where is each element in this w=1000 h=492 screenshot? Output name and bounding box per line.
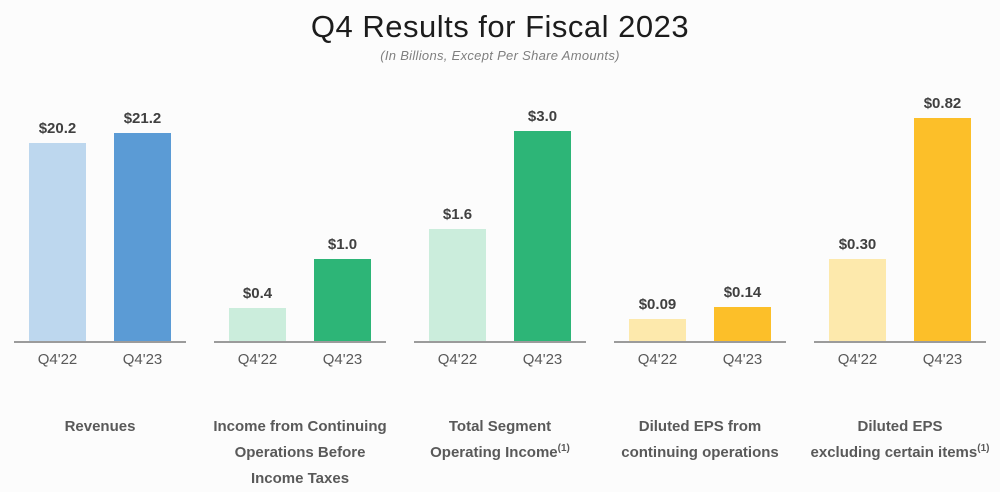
bar: [429, 229, 486, 341]
chart-income-from-continuing-operations-before-income-taxes: $0.4 $1.0 Q4'22 Q4'23 Income from Continuing…: [200, 96, 400, 492]
axis-tick-label: Q4'22: [637, 351, 678, 368]
bar-value-label: $21.2: [123, 110, 162, 127]
chart-title-line: Income from Continuing: [213, 418, 387, 435]
chart-title-line: Total Segment: [448, 418, 552, 435]
chart-title-line: Operating Income(1): [430, 443, 570, 462]
axis-ticks: Q4'22 Q4'23: [0, 343, 200, 368]
bar-group-q422: $20.2: [29, 120, 86, 341]
axis-tick-label: Q4'23: [522, 351, 563, 368]
chart-title: Diluted EPS excluding certain items(1): [800, 414, 1000, 466]
plot-area: $20.2 $21.2: [0, 96, 200, 341]
chart-diluted-eps-from-continuing-operations: $0.09 $0.14 Q4'22 Q4'23 Diluted EPS from cont…: [600, 96, 800, 492]
bar-value-label: $3.0: [527, 108, 558, 125]
bar-value-label: $0.09: [638, 296, 677, 313]
bar: [314, 259, 371, 341]
bar-group-q422: $0.09: [629, 296, 686, 341]
axis-baseline: [214, 341, 386, 343]
chart-title-line: Revenues: [64, 418, 136, 435]
chart-diluted-eps-excluding-certain-items: $0.30 $0.82 Q4'22 Q4'23 Diluted EPS excluding…: [800, 95, 1000, 492]
bar: [29, 143, 86, 341]
axis-tick-label: Q4'22: [37, 351, 78, 368]
axis-baseline: [614, 341, 786, 343]
bar-value-label: $0.4: [242, 285, 273, 302]
chart-title-line: continuing operations: [621, 444, 779, 461]
chart-title: Income from Continuing Operations Before I…: [200, 414, 400, 492]
bar: [514, 131, 571, 341]
bar-group-q423: $0.14: [714, 284, 771, 341]
figure-header: Q4 Results for Fiscal 2023 (In Billions,…: [0, 0, 1000, 63]
bar-group-q423: $21.2: [114, 110, 171, 341]
footnote-marker: (1): [977, 443, 990, 454]
plot-area: $1.6 $3.0: [400, 96, 600, 341]
bar-group-q422: $0.30: [829, 236, 886, 341]
bar-value-label: $20.2: [38, 120, 77, 137]
bar-group-q423: $1.0: [314, 236, 371, 341]
axis-ticks: Q4'22 Q4'23: [400, 343, 600, 368]
chart-total-segment-operating-income: $1.6 $3.0 Q4'22 Q4'23 Total Segment Operating…: [400, 96, 600, 492]
bar: [229, 308, 286, 341]
chart-revenues: $20.2 $21.2 Q4'22 Q4'23 Revenues: [0, 96, 200, 492]
bar-value-label: $0.82: [923, 95, 962, 112]
axis-tick-label: Q4'23: [122, 351, 163, 368]
axis-ticks: Q4'22 Q4'23: [600, 343, 800, 368]
bar-group-q422: $1.6: [429, 206, 486, 341]
page-title: Q4 Results for Fiscal 2023: [310, 9, 690, 44]
axis-tick-label: Q4'23: [922, 351, 963, 368]
axis-tick-label: Q4'23: [322, 351, 363, 368]
bar: [629, 319, 686, 341]
bar-value-label: $0.30: [838, 236, 877, 253]
axis-baseline: [14, 341, 186, 343]
bar: [914, 118, 971, 341]
chart-title-line: Diluted EPS: [857, 418, 943, 435]
plot-area: $0.4 $1.0: [200, 96, 400, 341]
axis-tick-label: Q4'22: [837, 351, 878, 368]
axis-baseline: [414, 341, 586, 343]
axis-tick-label: Q4'22: [237, 351, 278, 368]
axis-tick-label: Q4'22: [437, 351, 478, 368]
chart-title-line: Diluted EPS from: [638, 418, 762, 435]
axis-ticks: Q4'22 Q4'23: [800, 343, 1000, 368]
bar-group-q423: $0.82: [914, 95, 971, 341]
chart-title: Revenues: [0, 414, 200, 440]
chart-title: Diluted EPS from continuing operations: [600, 414, 800, 466]
axis-tick-label: Q4'23: [722, 351, 763, 368]
chart-title-line: excluding certain items(1): [810, 443, 990, 462]
axis-ticks: Q4'22 Q4'23: [200, 343, 400, 368]
page-subtitle: (In Billions, Except Per Share Amounts): [380, 47, 620, 63]
bar-value-label: $0.14: [723, 284, 762, 301]
bar-group-q422: $0.4: [229, 285, 286, 341]
bar: [829, 259, 886, 341]
plot-area: $0.09 $0.14: [600, 96, 800, 341]
chart-title: Total Segment Operating Income(1): [400, 414, 600, 466]
bar-group-q423: $3.0: [514, 108, 571, 341]
chart-title-line: Operations Before: [234, 444, 366, 461]
bar-value-label: $1.6: [442, 206, 473, 223]
bar: [114, 133, 171, 341]
bar: [714, 307, 771, 341]
bar-value-label: $1.0: [327, 236, 358, 253]
footnote-marker: (1): [557, 443, 570, 454]
axis-baseline: [814, 341, 986, 343]
charts-row: $20.2 $21.2 Q4'22 Q4'23 Revenues $0.4 $1.0 Q4'2…: [0, 95, 1000, 492]
chart-title-line: Income Taxes: [250, 470, 350, 487]
plot-area: $0.30 $0.82: [800, 95, 1000, 341]
